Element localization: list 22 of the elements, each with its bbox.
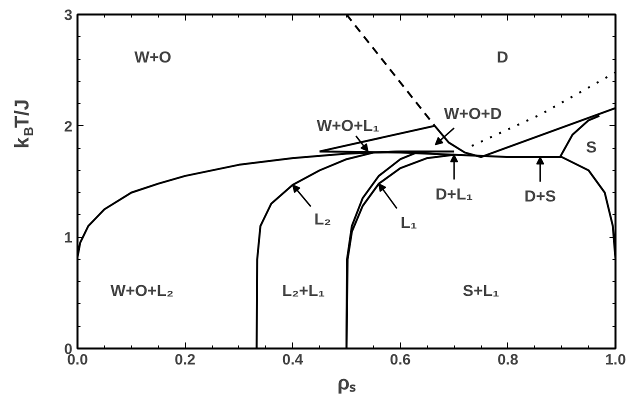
x-tick-label: 0.2 xyxy=(174,352,196,368)
annotation: D+L₁ xyxy=(435,186,474,204)
y-tick-label: 3 xyxy=(64,7,72,24)
annotation: S xyxy=(586,140,597,157)
annotation: L₁ xyxy=(400,215,418,232)
annotation: L₂+L₁ xyxy=(282,283,326,300)
x-tick-label: 1.0 xyxy=(605,352,626,368)
annotation: W+O+D xyxy=(444,106,502,124)
x-axis-title: ρₛ xyxy=(337,372,357,394)
x-tick-label: 0.4 xyxy=(282,352,304,368)
annotation: S+L₁ xyxy=(462,283,500,300)
annotation: L₂ xyxy=(314,211,332,228)
annotation: W+O+L₂ xyxy=(110,283,174,300)
y-tick-label: 2 xyxy=(64,118,72,136)
x-tick-label: 0.8 xyxy=(497,352,518,368)
y-axis-title: kBT/J xyxy=(12,99,36,148)
y-tick-label: 1 xyxy=(64,230,72,247)
annotation: W+O+L₁ xyxy=(316,118,380,135)
annotation: D+S xyxy=(524,188,556,206)
x-tick-label: 0.6 xyxy=(390,352,411,368)
annotation: D xyxy=(496,49,508,66)
annotation: W+O xyxy=(134,49,172,66)
